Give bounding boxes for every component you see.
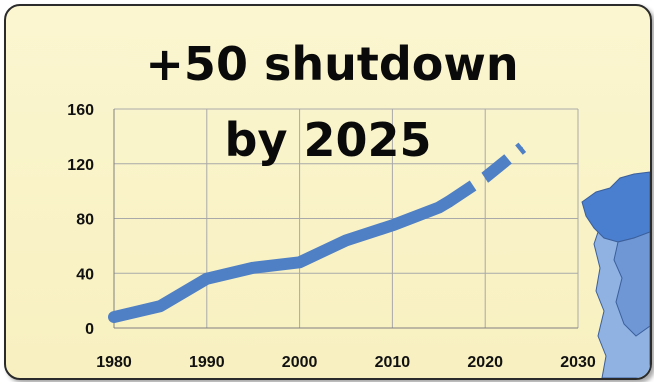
y-axis-tick-labels: 0 40 80 120 160 xyxy=(67,102,94,338)
data-point xyxy=(345,239,347,241)
chart-title-line-2: by 2025 xyxy=(225,113,432,167)
data-point xyxy=(159,305,161,307)
x-tick-label: 1990 xyxy=(189,354,225,371)
data-point xyxy=(438,207,440,209)
y-tick-label: 0 xyxy=(85,321,94,338)
data-point xyxy=(391,224,393,226)
grid-lines xyxy=(114,108,579,328)
y-tick-label: 120 xyxy=(67,157,94,174)
chart-title-line-1: +50 shutdown xyxy=(145,37,518,91)
historical-series-line xyxy=(108,196,455,324)
y-tick-label: 40 xyxy=(76,266,94,283)
map-region-dark xyxy=(581,171,650,243)
axes xyxy=(113,109,578,329)
y-tick-label: 160 xyxy=(67,102,94,119)
data-point xyxy=(252,267,254,269)
x-axis-tick-labels: 1980 1990 2000 2010 2020 2030 xyxy=(96,354,596,371)
line-chart: 0 40 80 120 160 1980 1990 2000 2010 2020 2030 +50… xyxy=(67,37,650,378)
y-tick-label: 80 xyxy=(76,212,94,229)
x-tick-label: 1980 xyxy=(96,354,132,371)
data-point xyxy=(447,201,449,203)
chart-panel: 0 40 80 120 160 1980 1990 2000 2010 2020 2030 +50… xyxy=(4,4,652,380)
map-region-mid xyxy=(613,231,650,337)
series-lines xyxy=(108,142,527,324)
x-tick-label: 2020 xyxy=(467,354,503,371)
x-tick-label: 2010 xyxy=(375,354,411,371)
data-point xyxy=(113,316,115,318)
data-point xyxy=(299,261,301,263)
data-point xyxy=(206,278,208,280)
x-tick-label: 2030 xyxy=(560,354,596,371)
x-tick-label: 2000 xyxy=(282,354,318,371)
data-point xyxy=(484,176,486,178)
data-point xyxy=(521,146,523,148)
iberian-peninsula-map-icon xyxy=(581,171,650,378)
